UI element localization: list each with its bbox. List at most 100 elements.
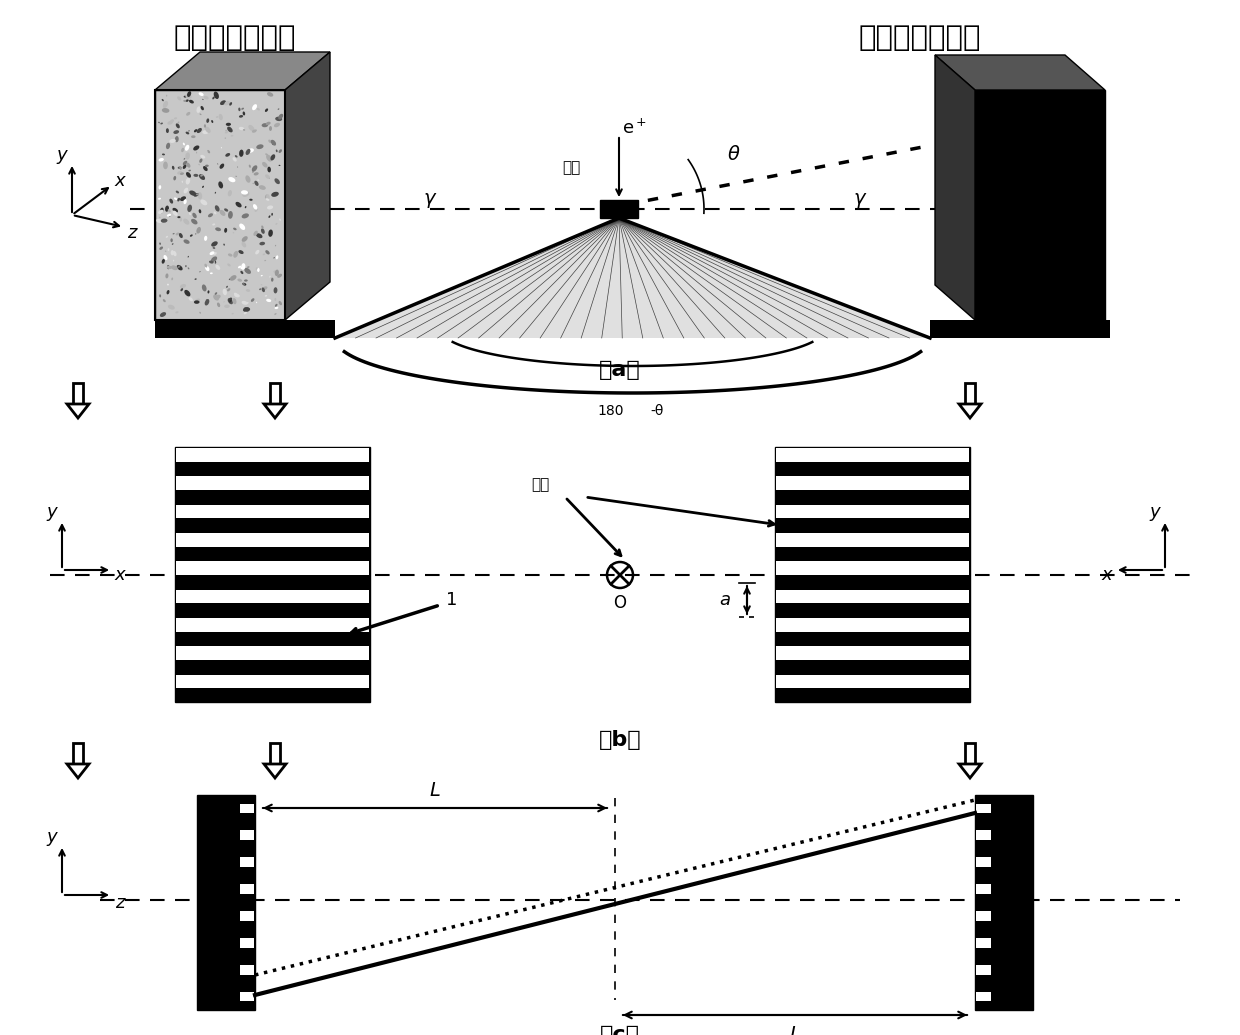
Bar [976,884,991,894]
Ellipse shape [241,271,243,274]
Bar [776,590,968,603]
Ellipse shape [213,253,217,256]
Ellipse shape [257,179,259,181]
Ellipse shape [164,108,167,111]
Ellipse shape [159,185,161,189]
Ellipse shape [212,224,216,226]
Ellipse shape [212,247,216,248]
Ellipse shape [279,301,281,305]
Ellipse shape [255,267,258,270]
Bar [776,505,968,519]
Ellipse shape [184,187,188,194]
Bar [176,561,370,574]
Ellipse shape [184,199,187,204]
Ellipse shape [242,236,248,242]
Ellipse shape [186,131,190,135]
Text: 第一固定探测器: 第一固定探测器 [174,24,296,52]
Ellipse shape [244,268,250,274]
Ellipse shape [185,94,192,98]
Bar [197,795,255,1010]
Ellipse shape [274,298,277,301]
Ellipse shape [247,266,249,268]
Ellipse shape [180,167,182,170]
Ellipse shape [279,165,280,166]
Ellipse shape [233,250,238,258]
Ellipse shape [278,109,279,110]
Ellipse shape [262,288,265,292]
Bar [239,938,254,948]
Ellipse shape [268,140,272,143]
Bar [976,965,991,975]
Ellipse shape [272,277,274,282]
Ellipse shape [164,255,167,260]
Ellipse shape [270,154,275,160]
Text: L: L [429,780,440,799]
Ellipse shape [238,108,241,111]
Ellipse shape [167,248,170,252]
Ellipse shape [252,129,257,132]
Bar [176,675,370,688]
Ellipse shape [239,224,246,230]
Ellipse shape [211,241,218,246]
Polygon shape [264,404,286,418]
Text: x: x [1101,566,1112,584]
Ellipse shape [232,298,237,304]
Ellipse shape [229,300,232,302]
Ellipse shape [179,233,182,238]
Text: $\gamma$: $\gamma$ [853,191,867,210]
Text: 180: 180 [598,404,624,418]
Ellipse shape [227,288,231,292]
Polygon shape [935,55,975,320]
Ellipse shape [196,227,201,234]
Ellipse shape [206,118,210,123]
Ellipse shape [228,211,233,218]
Ellipse shape [167,121,172,124]
Ellipse shape [244,279,248,282]
Ellipse shape [170,238,172,242]
Ellipse shape [223,243,224,245]
Ellipse shape [177,96,181,100]
Ellipse shape [186,162,191,168]
Ellipse shape [172,233,175,235]
Ellipse shape [162,101,169,108]
Ellipse shape [185,99,188,102]
Ellipse shape [210,272,213,274]
Ellipse shape [267,154,272,161]
Polygon shape [155,52,330,90]
Bar [975,90,1105,320]
Ellipse shape [175,312,179,314]
Text: θ: θ [728,146,740,165]
Ellipse shape [275,256,278,260]
Ellipse shape [233,228,237,230]
Ellipse shape [255,129,257,130]
Bar [239,803,254,814]
Ellipse shape [215,295,221,299]
Ellipse shape [211,120,213,123]
Ellipse shape [169,214,170,217]
Ellipse shape [195,278,197,279]
Bar [176,533,370,546]
Ellipse shape [184,158,185,159]
Ellipse shape [192,213,197,218]
Ellipse shape [242,242,247,247]
Ellipse shape [243,129,246,130]
Text: 1: 1 [446,591,458,609]
Ellipse shape [218,114,223,120]
Ellipse shape [205,264,207,268]
Ellipse shape [236,202,242,207]
Ellipse shape [242,213,249,218]
Bar [176,590,370,603]
Ellipse shape [171,250,174,256]
Ellipse shape [275,117,283,121]
Bar [776,533,968,546]
Ellipse shape [177,266,180,268]
Ellipse shape [249,165,250,168]
Ellipse shape [246,175,250,183]
Ellipse shape [207,151,208,152]
Ellipse shape [205,236,207,241]
Ellipse shape [264,295,267,297]
Bar [776,448,968,462]
Ellipse shape [160,208,164,213]
Bar [270,383,280,404]
Ellipse shape [254,208,258,212]
